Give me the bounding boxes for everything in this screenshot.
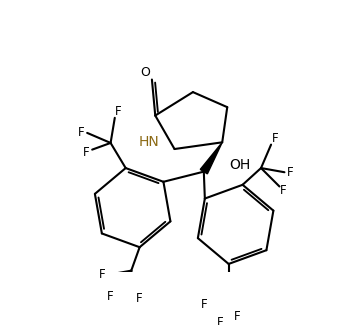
Text: O: O [140, 66, 150, 79]
Text: F: F [136, 292, 142, 305]
Text: F: F [280, 184, 287, 197]
Text: HN: HN [139, 135, 159, 149]
Text: F: F [115, 105, 121, 118]
Text: F: F [272, 132, 279, 145]
Text: F: F [83, 147, 90, 160]
Text: F: F [217, 316, 224, 325]
Text: F: F [107, 290, 114, 303]
Text: F: F [78, 126, 85, 139]
Text: OH: OH [229, 158, 250, 172]
Polygon shape [200, 142, 222, 174]
Text: F: F [201, 298, 208, 311]
Text: F: F [234, 310, 240, 323]
Text: F: F [99, 268, 105, 281]
Text: F: F [287, 166, 294, 179]
